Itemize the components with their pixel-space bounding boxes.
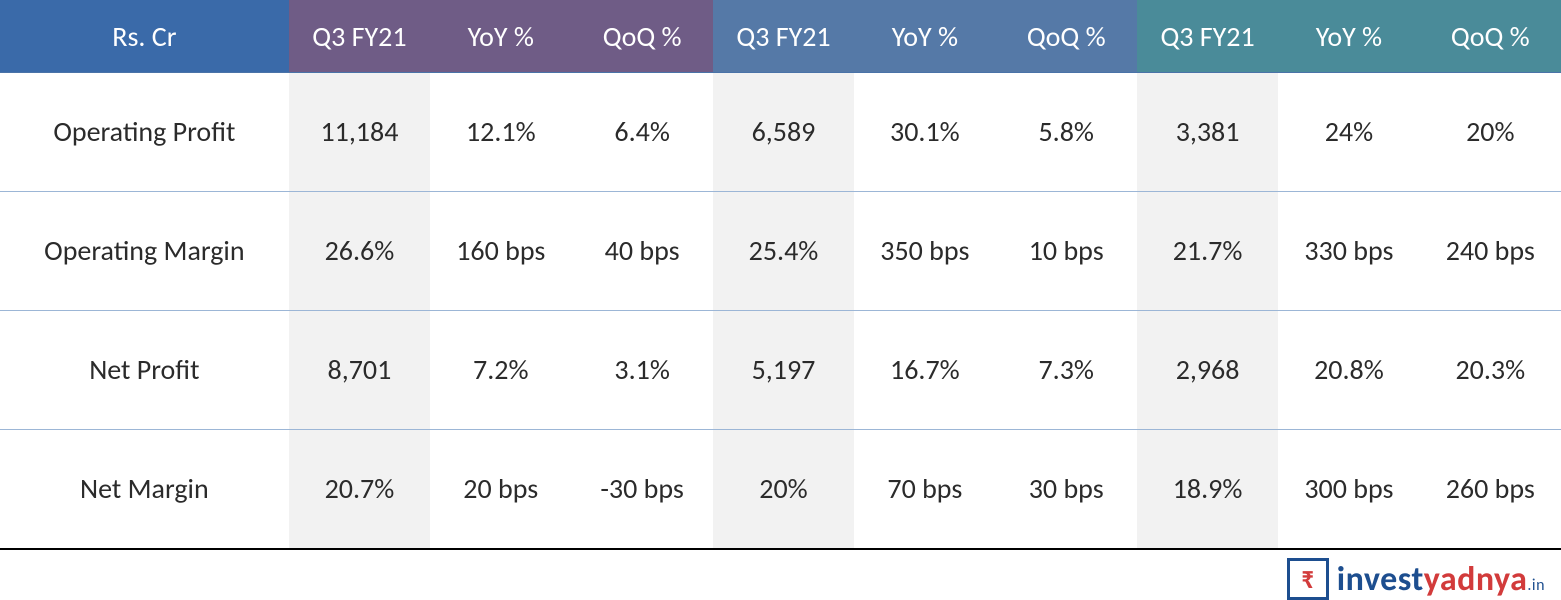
table-cell: 20 bps: [430, 430, 571, 550]
brand-text: investyadnya.in: [1337, 559, 1545, 600]
col-header: QoQ %: [571, 0, 712, 73]
table-cell: 260 bps: [1420, 430, 1561, 550]
table-row: Operating Margin 26.6% 160 bps 40 bps 25…: [0, 192, 1561, 311]
brand-tld: .in: [1527, 576, 1545, 595]
table-cell: 6,589: [713, 73, 854, 192]
table-cell: 12.1%: [430, 73, 571, 192]
table-cell: 30 bps: [996, 430, 1137, 550]
col-header: Rs. Cr: [0, 0, 289, 73]
table-cell: 7.3%: [996, 311, 1137, 430]
table-cell: 20.8%: [1278, 311, 1419, 430]
table-cell: 5,197: [713, 311, 854, 430]
row-label: Operating Profit: [0, 73, 289, 192]
col-header: YoY %: [1278, 0, 1419, 73]
row-label: Net Margin: [0, 430, 289, 550]
col-header: Q3 FY21: [1137, 0, 1278, 73]
table-cell: 18.9%: [1137, 430, 1278, 550]
table-cell: 2,968: [1137, 311, 1278, 430]
table-cell: 70 bps: [854, 430, 995, 550]
table-cell: 26.6%: [289, 192, 430, 311]
col-header: QoQ %: [996, 0, 1137, 73]
financial-table: Rs. Cr Q3 FY21 YoY % QoQ % Q3 FY21 YoY %…: [0, 0, 1561, 550]
table-cell: 20.3%: [1420, 311, 1561, 430]
table-cell: 40 bps: [571, 192, 712, 311]
table-cell: 3.1%: [571, 311, 712, 430]
table-cell: 24%: [1278, 73, 1419, 192]
table-cell: 10 bps: [996, 192, 1137, 311]
table-body: Operating Profit 11,184 12.1% 6.4% 6,589…: [0, 73, 1561, 550]
brand-word-a: invest: [1337, 559, 1424, 600]
table-cell: 240 bps: [1420, 192, 1561, 311]
footer: ₹ investyadnya.in: [0, 550, 1561, 600]
table-cell: 20.7%: [289, 430, 430, 550]
table-cell: 20%: [1420, 73, 1561, 192]
col-header: QoQ %: [1420, 0, 1561, 73]
table-cell: 3,381: [1137, 73, 1278, 192]
table-cell: 5.8%: [996, 73, 1137, 192]
table-cell: 8,701: [289, 311, 430, 430]
table-container: Rs. Cr Q3 FY21 YoY % QoQ % Q3 FY21 YoY %…: [0, 0, 1561, 600]
table-cell: 11,184: [289, 73, 430, 192]
table-header-row: Rs. Cr Q3 FY21 YoY % QoQ % Q3 FY21 YoY %…: [0, 0, 1561, 73]
brand-word-b: yadnya: [1424, 559, 1528, 600]
col-header: Q3 FY21: [289, 0, 430, 73]
table-cell: 6.4%: [571, 73, 712, 192]
table-row: Operating Profit 11,184 12.1% 6.4% 6,589…: [0, 73, 1561, 192]
row-label: Operating Margin: [0, 192, 289, 311]
table-cell: 350 bps: [854, 192, 995, 311]
col-header: YoY %: [430, 0, 571, 73]
row-label: Net Profit: [0, 311, 289, 430]
table-cell: 21.7%: [1137, 192, 1278, 311]
table-cell: 16.7%: [854, 311, 995, 430]
col-header: YoY %: [854, 0, 995, 73]
table-cell: -30 bps: [571, 430, 712, 550]
col-header: Q3 FY21: [713, 0, 854, 73]
table-cell: 7.2%: [430, 311, 571, 430]
table-row: Net Profit 8,701 7.2% 3.1% 5,197 16.7% 7…: [0, 311, 1561, 430]
table-row: Net Margin 20.7% 20 bps -30 bps 20% 70 b…: [0, 430, 1561, 550]
table-cell: 20%: [713, 430, 854, 550]
table-cell: 300 bps: [1278, 430, 1419, 550]
table-cell: 30.1%: [854, 73, 995, 192]
table-cell: 25.4%: [713, 192, 854, 311]
table-cell: 160 bps: [430, 192, 571, 311]
table-cell: 330 bps: [1278, 192, 1419, 311]
